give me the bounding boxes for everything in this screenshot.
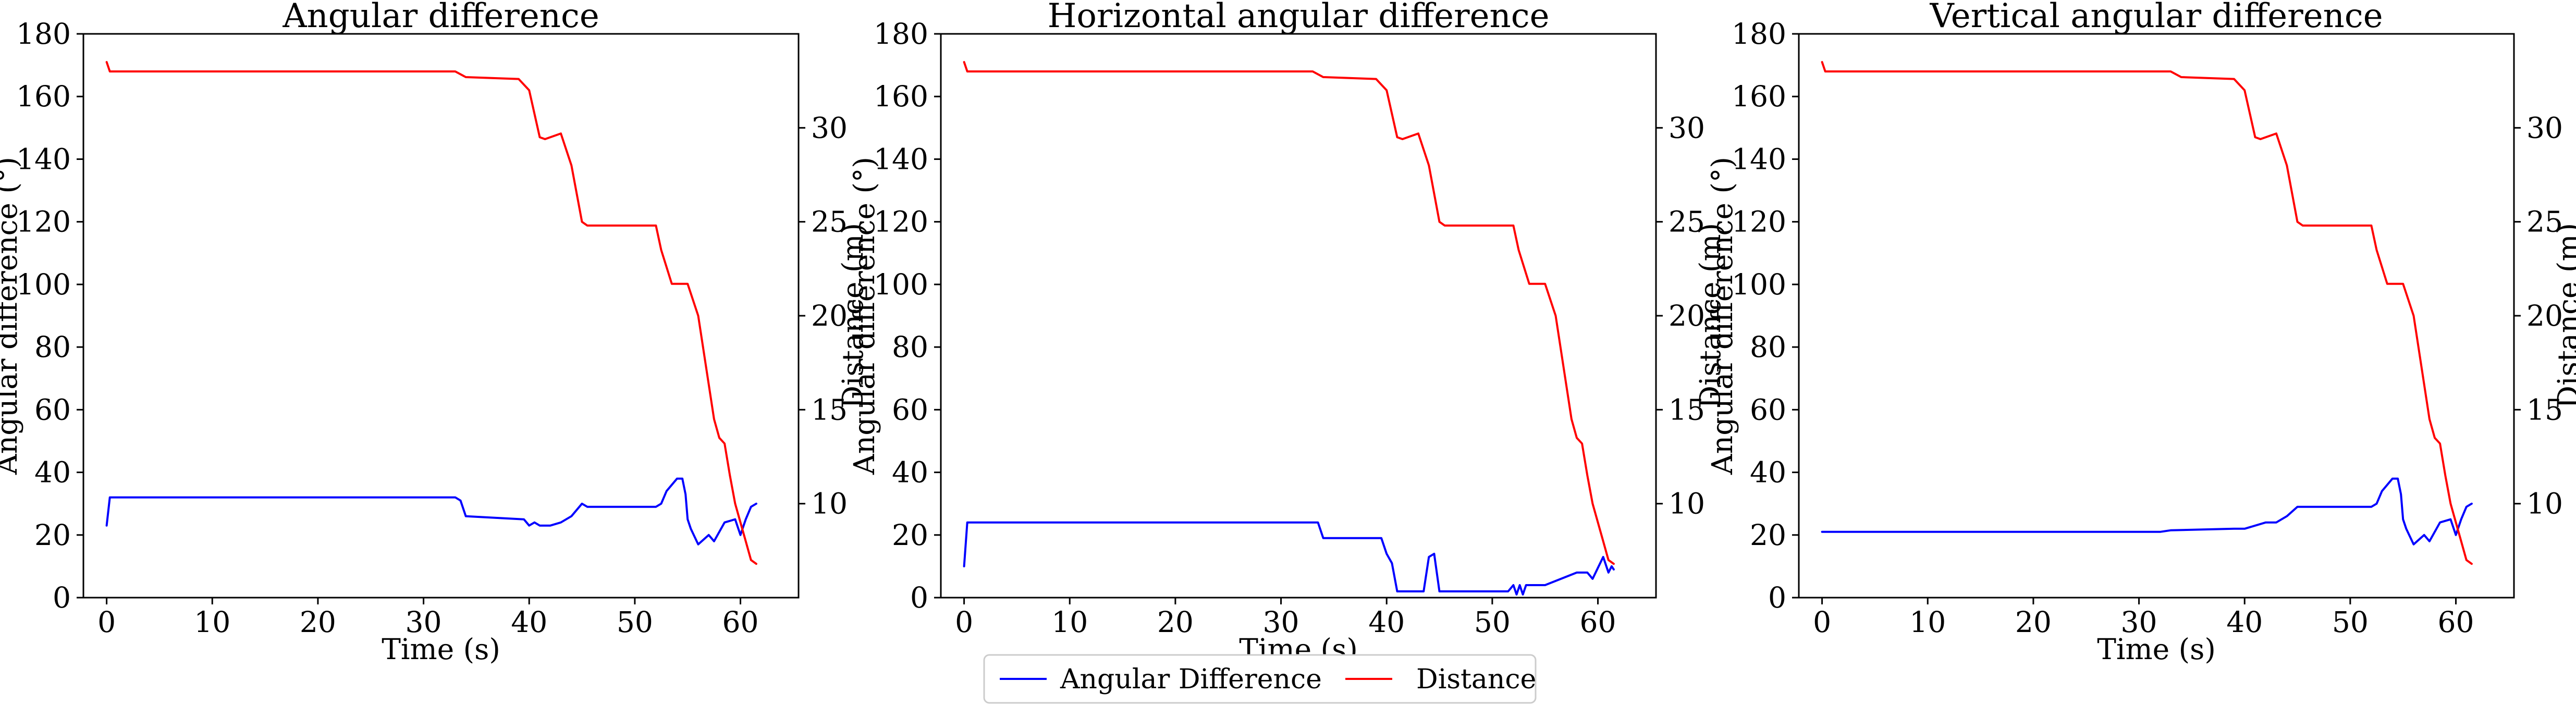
y-tick-label: 0 <box>910 581 928 614</box>
y-tick-label: 0 <box>53 581 71 614</box>
y2-tick-label: 10 <box>811 487 848 521</box>
x-tick-label: 30 <box>1263 605 1299 639</box>
legend: Angular Difference Distance <box>983 654 1537 704</box>
x-tick-label: 50 <box>617 605 653 639</box>
y-tick-label: 0 <box>1768 581 1786 614</box>
x-tick-label: 20 <box>300 605 336 639</box>
plot-frame <box>940 33 1657 599</box>
y2-tick-label: 30 <box>1669 111 1705 144</box>
y-tick-label: 20 <box>892 518 928 552</box>
x-tick-label: 50 <box>2332 605 2369 639</box>
series-line-angular-difference <box>1821 477 2473 546</box>
x-tick-label: 60 <box>1580 605 1616 639</box>
x-axis-label: Time (s) <box>2097 633 2216 666</box>
x-tick-label: 0 <box>97 605 116 639</box>
x-tick-label: 10 <box>194 605 230 639</box>
series-line-angular-difference <box>963 521 1615 596</box>
y-tick-label: 60 <box>34 393 71 426</box>
y-tick-label: 40 <box>1750 456 1786 489</box>
y-tick-label: 80 <box>1750 330 1786 364</box>
y2-axis-label: Distance (m) <box>1694 223 1727 408</box>
chart-title: Angular difference <box>282 0 599 35</box>
y-tick-label: 40 <box>892 456 928 489</box>
y-tick-label: 180 <box>16 17 71 51</box>
y-tick-label: 160 <box>1732 80 1786 113</box>
x-tick-label: 60 <box>722 605 759 639</box>
x-tick-label: 30 <box>2121 605 2157 639</box>
y2-tick-label: 20 <box>811 299 848 332</box>
chart-title: Vertical angular difference <box>1929 0 2383 35</box>
y2-tick-label: 20 <box>1669 299 1705 332</box>
x-tick-label: 20 <box>2015 605 2052 639</box>
y2-tick-label: 10 <box>2526 487 2563 521</box>
series-line-distance <box>105 61 757 565</box>
y2-tick-label: 25 <box>1669 205 1705 239</box>
y2-axis-label: Distance (m) <box>2552 223 2576 408</box>
x-tick-label: 40 <box>511 605 547 639</box>
x-tick-label: 20 <box>1157 605 1194 639</box>
x-tick-label: 0 <box>1813 605 1831 639</box>
y-tick-label: 100 <box>874 268 928 301</box>
chart-panel-2: 0 10 20 30 40 50 60 0 20 40 60 80 100 120 140 160 180 10 1… <box>848 0 1727 666</box>
x-tick-label: 40 <box>2226 605 2263 639</box>
y-tick-label: 180 <box>874 17 928 51</box>
series-line-angular-difference <box>105 477 757 546</box>
y2-tick-label: 10 <box>1669 487 1705 521</box>
charts-layer: 0 10 20 30 40 50 60020406080100120140160180101… <box>0 0 2576 666</box>
x-tick-label: 0 <box>955 605 973 639</box>
y2-axis-label: Distance (m) <box>836 223 869 408</box>
y-tick-label: 40 <box>34 456 71 489</box>
x-axis-label: Time (s) <box>382 633 500 666</box>
y-tick-label: 120 <box>874 205 928 239</box>
y2-tick-label: 15 <box>1669 393 1705 426</box>
y2-tick-label: 30 <box>2526 111 2563 144</box>
y-tick-label: 80 <box>892 330 928 364</box>
x-tick-label: 60 <box>2438 605 2474 639</box>
chart-panel-1: 0 10 20 30 40 50 60 0 20 40 60 80 100 120 140 160 180 10 1… <box>0 0 869 666</box>
x-tick-label: 10 <box>1051 605 1088 639</box>
y-tick-label: 60 <box>892 393 928 426</box>
chart-panel-3: 0 10 20 30 40 50 60 0 20 40 60 80 100 120 140 160 180 10 1… <box>1706 0 2576 666</box>
plot-frame <box>82 33 800 599</box>
series-line-distance <box>963 61 1615 565</box>
legend-label-distance: Distance <box>1416 664 1536 695</box>
y-tick-label: 60 <box>1750 393 1786 426</box>
legend-label-angular-difference: Angular Difference <box>1060 664 1322 695</box>
y2-tick-label: 25 <box>2526 205 2563 239</box>
y-tick-label: 20 <box>34 518 71 552</box>
plot-frame <box>1798 33 2515 599</box>
y2-tick-label: 30 <box>811 111 848 144</box>
y-tick-label: 120 <box>1732 205 1786 239</box>
y-tick-label: 140 <box>16 142 71 176</box>
y-tick-label: 20 <box>1750 518 1786 552</box>
x-tick-label: 50 <box>1474 605 1511 639</box>
y-tick-label: 100 <box>16 268 71 301</box>
y-tick-label: 180 <box>1732 17 1786 51</box>
x-tick-label: 30 <box>406 605 442 639</box>
y-tick-label: 80 <box>34 330 71 364</box>
y2-tick-label: 15 <box>811 393 848 426</box>
legend-frame <box>983 654 1537 704</box>
y-tick-label: 120 <box>16 205 71 239</box>
y2-tick-label: 20 <box>2526 299 2563 332</box>
series-line-distance <box>1821 61 2473 565</box>
x-tick-label: 40 <box>1368 605 1405 639</box>
x-tick-label: 10 <box>1909 605 1946 639</box>
y2-tick-label: 15 <box>2526 393 2563 426</box>
y-tick-label: 140 <box>1732 142 1786 176</box>
y2-tick-label: 25 <box>811 205 848 239</box>
y-axis-label: Angular difference (°) <box>1706 157 1739 475</box>
y-tick-label: 100 <box>1732 268 1786 301</box>
y-axis-label: Angular difference (°) <box>0 157 23 475</box>
chart-title: Horizontal angular difference <box>1048 0 1550 35</box>
y-tick-label: 140 <box>874 142 928 176</box>
y-tick-label: 160 <box>874 80 928 113</box>
y-tick-label: 160 <box>16 80 71 113</box>
y-axis-label: Angular difference (°) <box>848 157 881 475</box>
